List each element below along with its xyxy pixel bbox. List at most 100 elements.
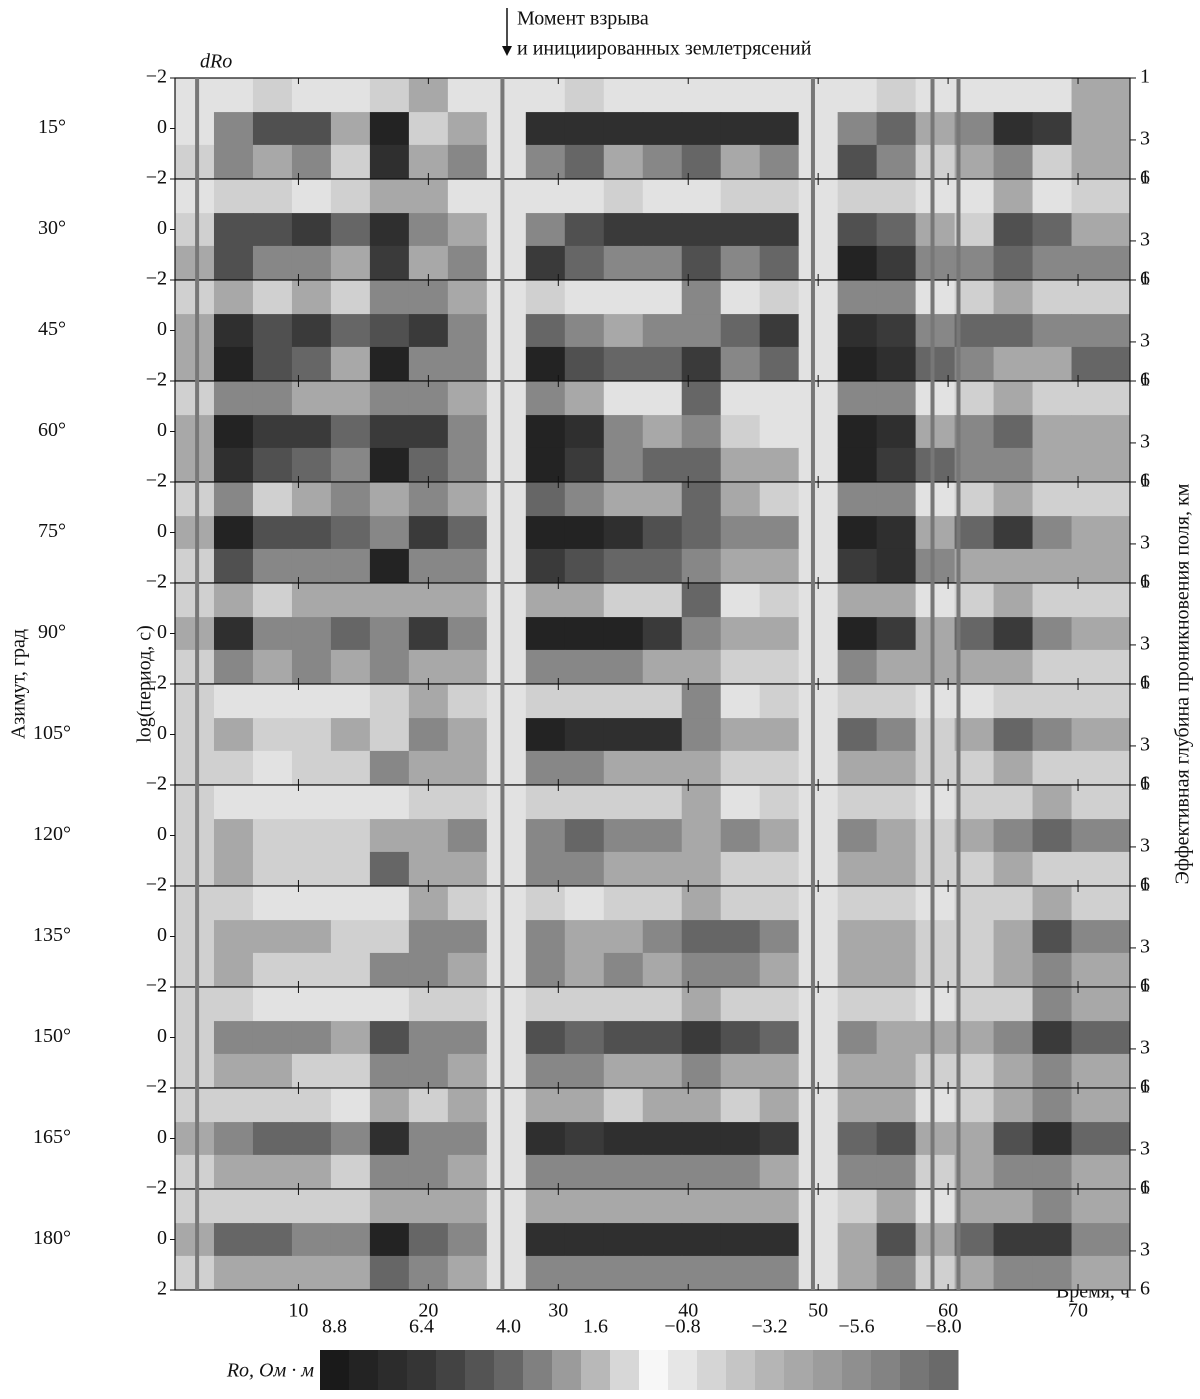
heat-cell [448, 1223, 487, 1256]
heat-cell [487, 516, 526, 549]
heat-cell [604, 1189, 643, 1224]
heat-cell [253, 213, 292, 246]
heat-cell [292, 78, 331, 113]
heat-cell [916, 1155, 955, 1190]
heat-cell [643, 684, 682, 719]
heat-cell [916, 549, 955, 584]
heat-cell [916, 852, 955, 887]
heat-cell [253, 314, 292, 347]
heat-cell [448, 852, 487, 887]
heat-cell [760, 785, 799, 820]
heat-cell [955, 179, 994, 214]
heat-cell [994, 1189, 1033, 1224]
heat-cell [604, 516, 643, 549]
panel-tag: dRo [200, 51, 232, 73]
heat-cell [370, 381, 409, 416]
colorbar-cell [755, 1350, 785, 1390]
heat-cell [838, 1021, 877, 1054]
heat-cell [916, 179, 955, 214]
heat-cell [682, 179, 721, 214]
heat-cell [526, 852, 565, 887]
heat-cell [643, 482, 682, 517]
heat-cell [604, 549, 643, 584]
heat-cell [175, 1122, 214, 1155]
heat-cell [604, 1088, 643, 1123]
heat-cell [994, 280, 1033, 315]
heat-cell [1033, 179, 1072, 214]
heat-cell [955, 953, 994, 988]
heat-cell [838, 78, 877, 113]
heat-cell [409, 718, 448, 751]
colorbar-label: Ro, Ом · м [226, 1360, 314, 1382]
heat-cell [760, 1122, 799, 1155]
heat-cell [1033, 987, 1072, 1022]
heat-cell [604, 280, 643, 315]
heat-cell [526, 1122, 565, 1155]
heat-cell [370, 1054, 409, 1089]
heat-cell [214, 347, 253, 382]
heat-cell [253, 1088, 292, 1123]
colorbar-cell [784, 1350, 814, 1390]
heat-cell [409, 516, 448, 549]
heat-cell [214, 415, 253, 448]
heat-cell [448, 953, 487, 988]
heat-cell [643, 650, 682, 685]
heat-cell [253, 347, 292, 382]
heat-cell [292, 1122, 331, 1155]
heat-cell [760, 920, 799, 953]
heat-cell [877, 886, 916, 921]
heat-cell [526, 145, 565, 180]
heat-cell [526, 448, 565, 483]
heat-cell [526, 751, 565, 786]
heat-cell [1033, 347, 1072, 382]
heat-cell [292, 381, 331, 416]
heat-cell [877, 785, 916, 820]
heat-cell [487, 347, 526, 382]
y2-tick-label: 1 [1140, 773, 1150, 795]
heat-cell [448, 1021, 487, 1054]
heat-cell [877, 1054, 916, 1089]
heat-cell [643, 415, 682, 448]
heat-cell [877, 314, 916, 347]
heat-cell [760, 819, 799, 852]
heat-cell [760, 516, 799, 549]
y-tick-label: 0 [157, 520, 167, 542]
heat-cell [994, 684, 1033, 719]
heat-cell [1072, 852, 1131, 887]
heat-cell [799, 819, 838, 852]
heat-cell [175, 1088, 214, 1123]
heat-cell [370, 314, 409, 347]
heat-cell [916, 953, 955, 988]
y2-tick-label: 1 [1140, 268, 1150, 290]
heat-cell [838, 448, 877, 483]
heat-cell [877, 381, 916, 416]
heat-cell [565, 246, 604, 281]
heat-cell [955, 246, 994, 281]
heat-cell [838, 1122, 877, 1155]
heat-cell [760, 1155, 799, 1190]
heat-cell [877, 280, 916, 315]
heat-cell [994, 987, 1033, 1022]
heat-cell [604, 583, 643, 618]
colorbar-cell [320, 1350, 350, 1390]
y-tick-label: 0 [157, 1025, 167, 1047]
heat-cell [565, 213, 604, 246]
heat-cell [838, 347, 877, 382]
y2-tick-label: 3 [1140, 330, 1150, 352]
heat-cell [994, 482, 1033, 517]
heat-cell [721, 1122, 760, 1155]
heat-cell [955, 1021, 994, 1054]
heat-cell [721, 751, 760, 786]
heat-cell [214, 145, 253, 180]
heat-cell [214, 718, 253, 751]
heat-cell [994, 448, 1033, 483]
heat-cell [214, 1256, 253, 1291]
heat-cell [565, 415, 604, 448]
heat-cell [448, 246, 487, 281]
heat-cell [916, 617, 955, 650]
heat-cell [292, 819, 331, 852]
heat-cell [838, 314, 877, 347]
heat-cell [916, 785, 955, 820]
heat-cell [214, 1155, 253, 1190]
heat-cell [487, 381, 526, 416]
